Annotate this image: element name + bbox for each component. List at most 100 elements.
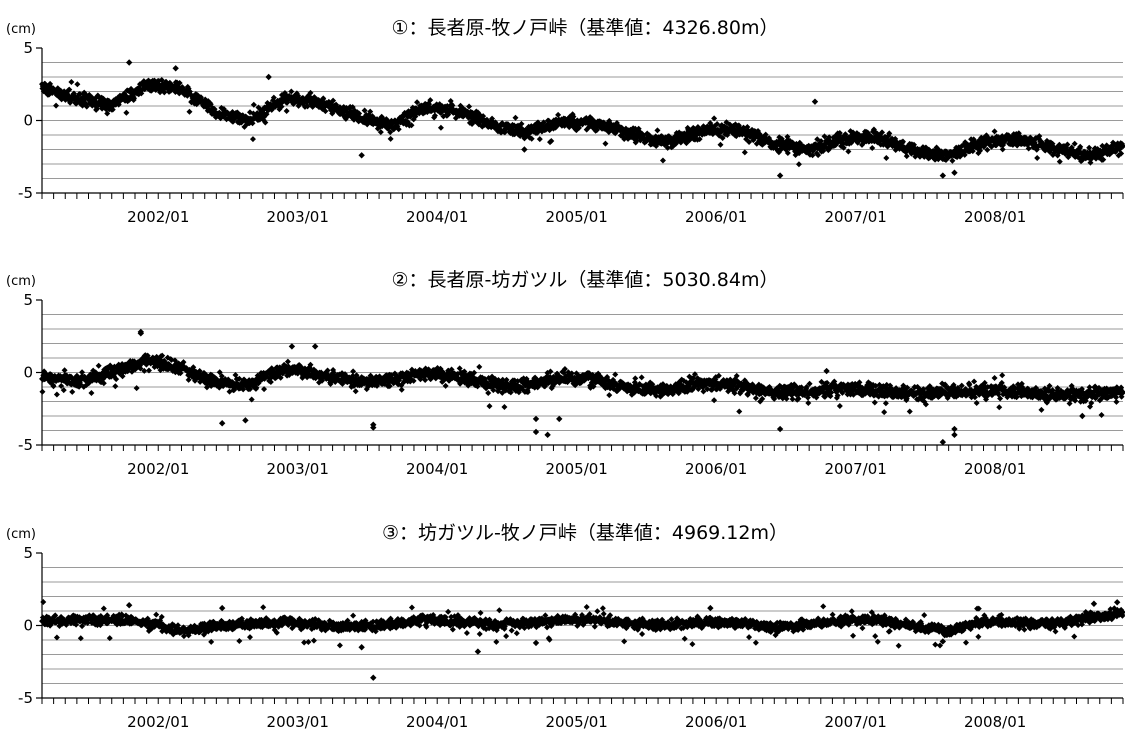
data-point xyxy=(632,375,639,382)
data-point xyxy=(570,113,577,120)
y-tick-label: 0 xyxy=(23,112,33,130)
data-point xyxy=(288,88,295,95)
data-point xyxy=(322,108,329,115)
data-point xyxy=(109,106,116,113)
x-tick-label: 2004/01 xyxy=(406,208,468,226)
data-point xyxy=(352,388,359,395)
data-point xyxy=(278,103,285,110)
data-point xyxy=(387,129,394,136)
y-unit-label: (cm) xyxy=(6,22,36,37)
data-point xyxy=(304,103,311,110)
x-tick-label: 2008/01 xyxy=(964,460,1026,478)
data-point xyxy=(480,113,487,120)
data-point xyxy=(805,400,812,407)
data-point xyxy=(395,126,402,133)
data-point xyxy=(158,76,165,83)
x-tick-label: 2003/01 xyxy=(267,460,329,478)
data-point xyxy=(555,111,562,118)
data-point xyxy=(356,110,363,117)
data-point-outlier xyxy=(521,146,528,153)
data-point xyxy=(736,408,743,415)
data-point-outlier xyxy=(811,98,819,105)
y-tick-label: -5 xyxy=(18,436,33,454)
data-point xyxy=(518,120,525,127)
y-tick-label: 5 xyxy=(23,291,33,309)
data-point xyxy=(437,124,444,131)
x-tick-label: 2004/01 xyxy=(406,460,468,478)
chart-title: ②：長者原-坊ガツル（基準値：5030.84m） xyxy=(392,269,779,291)
data-point xyxy=(795,161,802,168)
data-point xyxy=(270,94,277,101)
data-point xyxy=(711,397,718,404)
data-point xyxy=(740,124,747,131)
data-point xyxy=(39,388,46,395)
data-point xyxy=(664,144,671,151)
data-point-outlier xyxy=(939,172,947,179)
data-point xyxy=(449,102,456,109)
y-tick-label: 0 xyxy=(23,364,33,382)
data-point xyxy=(88,390,95,397)
data-point xyxy=(696,136,703,143)
data-point-outlier xyxy=(125,59,133,66)
data-point xyxy=(377,129,384,136)
data-point xyxy=(971,378,978,385)
data-point xyxy=(95,362,102,369)
data-point xyxy=(330,97,337,104)
data-point xyxy=(408,122,415,129)
data-point xyxy=(66,86,73,93)
data-point xyxy=(719,135,726,142)
data-point xyxy=(104,110,111,117)
data-point xyxy=(528,135,535,142)
data-points xyxy=(39,59,1125,179)
x-tick-label: 2008/01 xyxy=(964,208,1026,226)
x-tick-label: 2006/01 xyxy=(685,460,747,478)
x-tick-label: 2002/01 xyxy=(127,460,189,478)
data-point xyxy=(548,138,555,145)
x-tick-label: 2005/01 xyxy=(546,208,608,226)
data-point xyxy=(249,136,256,143)
data-point xyxy=(466,103,473,110)
data-point xyxy=(115,101,122,108)
y-tick-label: 5 xyxy=(23,39,33,57)
data-point xyxy=(122,96,129,103)
data-point xyxy=(427,97,434,104)
data-point xyxy=(536,136,543,143)
data-point xyxy=(973,399,980,406)
data-point xyxy=(283,107,290,114)
x-tick-label: 2007/01 xyxy=(824,208,886,226)
data-point xyxy=(836,403,843,410)
x-tick-label: 2006/01 xyxy=(685,208,747,226)
data-point xyxy=(250,110,257,117)
data-point xyxy=(1034,154,1041,161)
data-point xyxy=(53,391,60,398)
data-point xyxy=(906,408,913,415)
data-point xyxy=(295,92,302,99)
data-point xyxy=(871,399,878,406)
data-point xyxy=(53,102,60,109)
data-point xyxy=(131,95,138,102)
data-point-outlier xyxy=(172,65,179,72)
data-point xyxy=(83,103,90,110)
data-point xyxy=(606,392,613,399)
data-point xyxy=(746,138,753,145)
data-point-outlier xyxy=(265,73,272,81)
x-tick-label: 2005/01 xyxy=(546,460,608,478)
data-point xyxy=(711,115,718,122)
data-point xyxy=(398,386,405,393)
data-point xyxy=(367,108,374,115)
data-point xyxy=(249,120,256,127)
data-point xyxy=(431,112,438,119)
data-point xyxy=(414,99,421,106)
data-point xyxy=(869,144,876,151)
data-point xyxy=(512,114,519,121)
data-point xyxy=(542,126,549,133)
data-point xyxy=(320,95,327,102)
data-point xyxy=(762,131,769,138)
data-point xyxy=(659,157,666,164)
data-point xyxy=(741,149,748,156)
x-tick-label: 2002/01 xyxy=(127,208,189,226)
data-point xyxy=(654,127,661,134)
